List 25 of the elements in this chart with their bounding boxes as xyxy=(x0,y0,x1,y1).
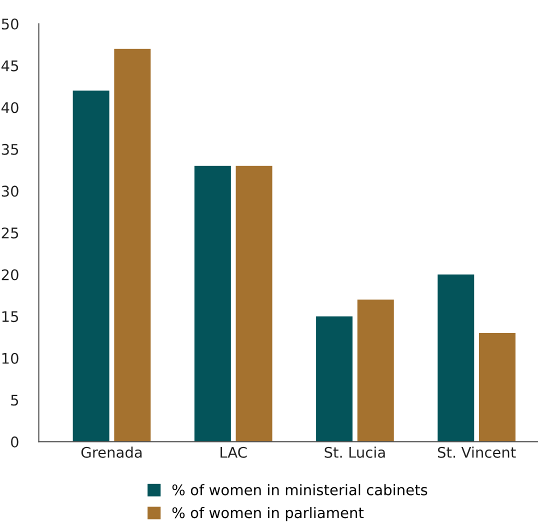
y-tick-label: 30 xyxy=(2,186,18,197)
bar xyxy=(438,274,474,442)
y-tick-label: 0 xyxy=(11,436,18,448)
bar xyxy=(479,333,516,442)
bar xyxy=(72,90,110,442)
y-tick-label: 10 xyxy=(2,352,18,364)
bar xyxy=(114,48,151,442)
x-tick-label: Grenada xyxy=(81,446,142,458)
bar xyxy=(357,300,394,442)
bar xyxy=(236,166,272,442)
bar xyxy=(194,166,231,442)
y-tick-label: 15 xyxy=(2,311,18,322)
y-tick-label: 40 xyxy=(1,102,18,114)
bar xyxy=(316,316,353,442)
legend-label: % of women in parliament xyxy=(172,506,364,522)
x-tick-label: St. Lucia xyxy=(324,446,385,458)
y-tick-label: 25 xyxy=(2,227,18,239)
y-tick-label: 35 xyxy=(2,144,18,155)
x-tick-label: St. Vincent xyxy=(438,446,516,458)
legend-label: % of women in ministerial cabinets xyxy=(172,484,428,496)
y-tick-label: 5 xyxy=(11,394,18,406)
y-tick-label: 50 xyxy=(2,18,18,30)
x-tick-label: LAC xyxy=(220,446,247,458)
y-tick-label: 45 xyxy=(1,60,18,72)
y-tick-label: 20 xyxy=(2,269,18,280)
